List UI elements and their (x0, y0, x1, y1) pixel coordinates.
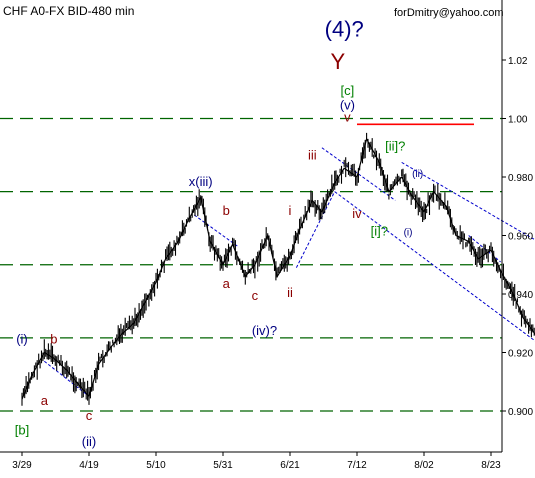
channel-line (193, 214, 240, 248)
wave-label: ii (287, 285, 293, 300)
x-tick-label: 7/12 (347, 460, 367, 471)
wave-label: iv (352, 206, 362, 221)
wave-label: Y (331, 49, 346, 74)
x-tick-label: 3/29 (12, 460, 32, 471)
y-tick-label: 0.980 (508, 173, 533, 184)
chart-title: CHF A0-FX BID-480 min (3, 4, 134, 18)
y-tick-label: 1.02 (508, 56, 528, 67)
y-tick-label: 1.00 (508, 115, 528, 126)
y-tick-label: 0.900 (508, 407, 533, 418)
x-tick-label: 6/21 (280, 460, 300, 471)
x-tick-label: 8/23 (481, 460, 501, 471)
channel-line (295, 191, 336, 268)
x-tick-label: 4/19 (79, 460, 99, 471)
horizontal-levels (0, 117, 502, 412)
x-tick-label: 5/10 (146, 460, 166, 471)
wave-label: (i) (404, 228, 413, 239)
wave-label: (i) (16, 332, 28, 347)
price-series (21, 132, 535, 406)
channel-line (334, 191, 535, 342)
y-tick-label: 0.940 (508, 290, 533, 301)
wave-label: x(iii) (189, 174, 213, 189)
wave-label: c (86, 408, 93, 423)
wave-label: i (289, 203, 292, 218)
y-tick-label: 0.960 (508, 232, 533, 243)
wave-label: [ii]? (385, 139, 405, 154)
wave-label: c (252, 288, 259, 303)
channel-line (401, 161, 535, 241)
wave-label: (iv)? (252, 323, 277, 338)
x-tick-label: 8/02 (414, 460, 434, 471)
wave-label: (v) (340, 98, 355, 113)
wave-label: (ii) (412, 169, 423, 180)
wave-label: v (344, 109, 351, 124)
y-tick-label: 0.920 (508, 349, 533, 360)
wave-label: iii (308, 147, 317, 162)
channel-line (468, 235, 501, 263)
wave-label: (4)? (325, 17, 364, 42)
wave-label: (ii) (82, 434, 96, 449)
wave-label: a (41, 393, 49, 408)
wave-labels: (4)? Y [c](v)v iii [ii]? (ii) x(iii) b i iv [i]? (i… (15, 17, 423, 450)
wave-label: b (50, 332, 57, 347)
wave-label: [c] (341, 83, 355, 98)
wave-label: [b] (15, 422, 29, 437)
price-line (21, 137, 535, 400)
attribution-text: forDmitry@yahoo.com (394, 7, 504, 19)
x-tick-label: 5/31 (213, 460, 233, 471)
wave-label: b (223, 203, 230, 218)
wave-label: a (223, 276, 231, 291)
wave-label: [i]? (371, 224, 388, 239)
